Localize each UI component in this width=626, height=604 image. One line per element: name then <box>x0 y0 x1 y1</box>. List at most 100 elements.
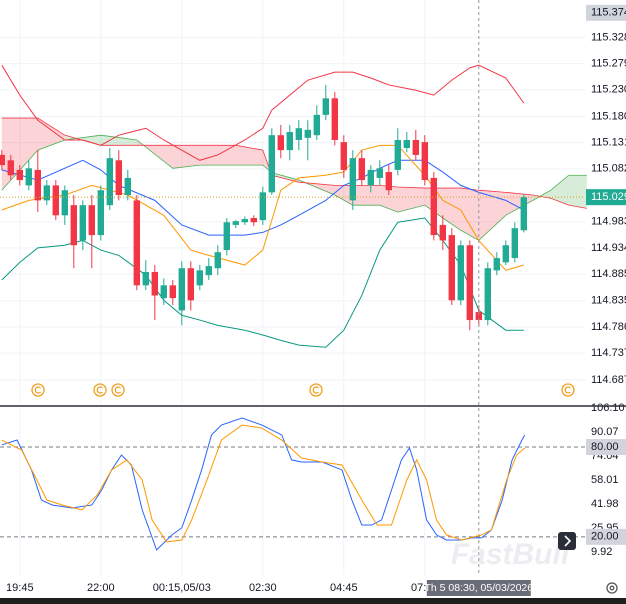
candle-body <box>223 222 230 251</box>
candle-body <box>115 160 122 196</box>
y-tick-label: 106.10 <box>591 402 625 414</box>
event-icon-glyph <box>564 386 571 394</box>
candle-body <box>133 200 140 286</box>
candle-body <box>196 270 203 286</box>
candle-body <box>7 160 14 176</box>
indicator-line <box>1 64 525 161</box>
candle-body <box>205 266 212 276</box>
candle-body <box>214 252 221 269</box>
candle-body <box>457 245 464 301</box>
y-tick-label: 114.934 <box>591 242 626 254</box>
y-tick-label: 114.983 <box>591 216 626 228</box>
cloud-fill <box>235 145 263 166</box>
candle-body <box>277 135 284 151</box>
event-icon[interactable] <box>309 383 323 397</box>
y-tick-label: 41.98 <box>591 498 619 510</box>
event-markers <box>31 383 575 397</box>
candle-body <box>259 192 266 221</box>
candle-body <box>502 245 509 263</box>
event-icon[interactable] <box>31 383 45 397</box>
candle-body <box>421 142 428 181</box>
candle-body <box>475 312 482 321</box>
event-icon-glyph <box>312 386 319 394</box>
cloud-fill <box>478 190 506 241</box>
candle-body <box>241 219 248 223</box>
candle-body <box>34 169 41 201</box>
candle-body <box>376 168 383 178</box>
event-icon[interactable] <box>111 383 125 397</box>
level-label: 80.00 <box>591 441 619 453</box>
cloud-fill <box>379 185 398 213</box>
candle-body <box>268 135 275 193</box>
level-label: 20.00 <box>591 531 619 543</box>
y-tick-label: 9.92 <box>591 546 612 558</box>
stochastic-line <box>1 417 526 551</box>
y-tick-label: 115.328 <box>591 31 626 43</box>
candle-body <box>349 158 356 201</box>
settings-button[interactable] <box>606 582 618 594</box>
candle-body <box>331 98 338 140</box>
candle-body <box>412 139 419 155</box>
chevron-icon <box>564 535 572 547</box>
candle-body <box>520 197 527 231</box>
y-tick-label: 115.279 <box>591 57 626 69</box>
candle-body <box>0 154 6 166</box>
candle-body <box>322 98 329 115</box>
y-tick-label: 90.07 <box>591 426 619 438</box>
cloud-fill <box>550 175 569 206</box>
candle-body <box>313 114 320 136</box>
candle-body <box>187 268 194 301</box>
candle-body <box>385 172 392 191</box>
cloud-span-a <box>1 134 587 241</box>
event-icon-glyph <box>96 386 103 394</box>
event-icon[interactable] <box>93 383 107 397</box>
y-tick-label: 114.835 <box>591 295 626 307</box>
event-icon-glyph <box>34 386 41 394</box>
candle-body <box>493 258 500 271</box>
crosshair-price-box <box>586 4 626 21</box>
button-bg[interactable] <box>558 532 576 550</box>
y-tick-label: 114.687 <box>591 374 626 386</box>
candle-body <box>358 158 365 181</box>
last-price-label: 115.029 <box>591 191 626 203</box>
scroll-button[interactable] <box>558 532 576 550</box>
x-tick-label: 00:15,05/03 <box>153 582 211 594</box>
candle-body <box>97 190 104 236</box>
y-tick-label: 114.786 <box>591 321 626 333</box>
gear-hub <box>609 585 615 591</box>
stochastic-line <box>1 424 526 543</box>
cloud-fill <box>568 175 587 209</box>
candle-body <box>88 205 95 236</box>
candle-body <box>178 268 185 311</box>
candle-body <box>340 142 347 170</box>
candle-body <box>295 128 302 140</box>
crosshair-price-label: 115.374 <box>591 7 626 19</box>
y-tick-label: 115.131 <box>591 137 626 149</box>
crosshair-time-box <box>426 580 531 596</box>
event-icon-glyph <box>114 386 121 394</box>
candle-body <box>52 185 59 216</box>
candle-body <box>511 228 518 259</box>
cloud-fill <box>100 135 137 146</box>
candle-body <box>367 169 374 186</box>
candle-body <box>43 185 50 201</box>
x-tick-label: 02:30 <box>249 582 277 594</box>
candle-body <box>79 205 86 241</box>
candle-body <box>403 139 410 149</box>
candle-body <box>394 139 401 170</box>
candle-body <box>25 168 32 186</box>
bottom-bar <box>0 598 626 604</box>
candle-body <box>286 131 293 151</box>
candle-body <box>16 169 23 181</box>
cloud-fill <box>334 185 353 206</box>
event-icon[interactable] <box>561 383 575 397</box>
y-tick-label: 58.01 <box>591 474 619 486</box>
level-box <box>586 439 626 456</box>
candle-body <box>250 217 257 223</box>
cloud-fill <box>172 145 200 169</box>
gear-icon[interactable] <box>606 582 618 594</box>
candle-body <box>70 205 77 246</box>
